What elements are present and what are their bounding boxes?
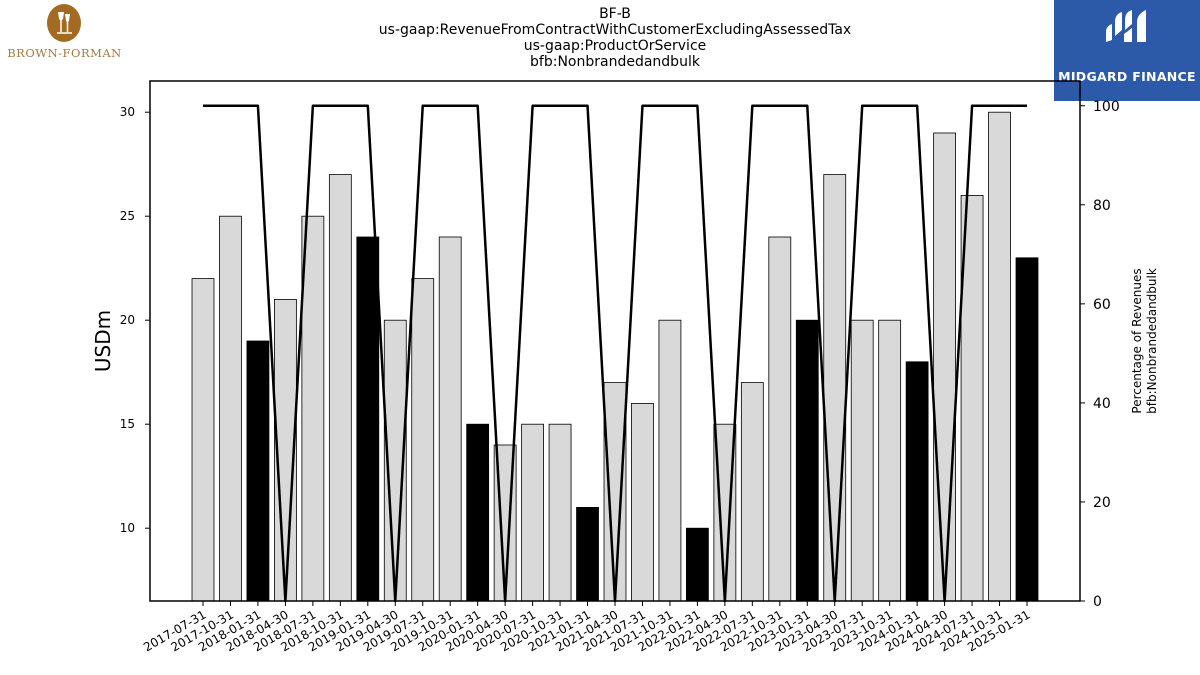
right-y-axis: 0 20 40 60 80 100	[1080, 99, 1120, 610]
bar-2020-10-31	[548, 423, 572, 602]
bar-2021-07-31	[631, 402, 654, 602]
bar-2023-04-30	[823, 174, 847, 602]
y-tick-label: 15	[120, 417, 135, 431]
bar-2023-07-31	[850, 319, 874, 602]
title-line-ticker: BF-B	[599, 6, 631, 22]
bar-2022-07-31	[740, 382, 764, 602]
bar-series	[191, 111, 1039, 602]
y-tick-label: 30	[120, 105, 135, 119]
brown-forman-logo: BROWN-FORMAN	[2, 4, 127, 64]
midgard-finance-wordmark: MIDGARD FINANCE	[1058, 69, 1196, 84]
bar-2021-01-31	[576, 506, 599, 602]
bar-2019-07-31	[411, 278, 435, 602]
left-y-axis: 10 15 20 25 30	[120, 105, 150, 535]
bar-2024-04-30	[933, 132, 956, 602]
title-line-concept: us-gaap:RevenueFromContractWithCustomerE…	[378, 22, 852, 38]
bar-2024-10-31	[988, 111, 1011, 602]
bar-2019-01-31	[356, 236, 380, 602]
bar-2022-01-31	[686, 527, 709, 602]
y-tick-label: 25	[120, 209, 135, 223]
bar-2024-01-31	[905, 361, 929, 602]
bar-2023-10-31	[878, 319, 902, 602]
y2-tick-label: 80	[1093, 198, 1111, 214]
bar-2020-01-31	[466, 423, 490, 602]
bar-2019-10-31	[438, 236, 462, 602]
y-tick-label: 10	[120, 521, 135, 535]
bar-2017-07-31	[191, 278, 215, 602]
y2-tick-label: 60	[1093, 297, 1111, 313]
y-axis-label: USDm	[91, 310, 115, 372]
bar-2021-04-30	[603, 382, 627, 602]
title-line-axis: us-gaap:ProductOrService	[523, 38, 707, 54]
y2-tick-label: 0	[1093, 594, 1102, 610]
bar-2017-10-31	[219, 215, 242, 602]
bar-2023-01-31	[795, 319, 819, 602]
y2-axis-label-line-1: Percentage of Revenues	[1130, 268, 1144, 413]
bar-2018-01-31	[246, 340, 270, 602]
glasses-emblem-icon	[47, 4, 81, 42]
bar-2018-07-31	[301, 215, 325, 602]
x-axis: 2017-07-312017-10-312018-01-312018-04-30…	[141, 601, 1033, 654]
y-tick-label: 20	[120, 313, 135, 327]
chart-title: BF-B us-gaap:RevenueFromContractWithCust…	[0, 6, 1200, 70]
bar-2018-10-31	[328, 174, 352, 602]
bar-2020-07-31	[521, 423, 544, 602]
title-line-member: bfb:Nonbrandedandbulk	[530, 54, 700, 70]
midgard-finance-logo: MIDGARD FINANCE	[1054, 0, 1200, 101]
midgard-emblem-icon	[1106, 10, 1146, 42]
y2-tick-label: 20	[1093, 495, 1111, 511]
y2-axis-label-line-2: bfb:Nonbrandedandbulk	[1145, 268, 1159, 414]
brown-forman-wordmark: BROWN-FORMAN	[7, 46, 122, 60]
bar-2021-10-31	[658, 319, 682, 602]
y2-tick-label: 100	[1093, 99, 1120, 115]
y2-tick-label: 40	[1093, 396, 1111, 412]
bar-2022-10-31	[768, 236, 792, 602]
bar-2025-01-31	[1015, 257, 1039, 602]
